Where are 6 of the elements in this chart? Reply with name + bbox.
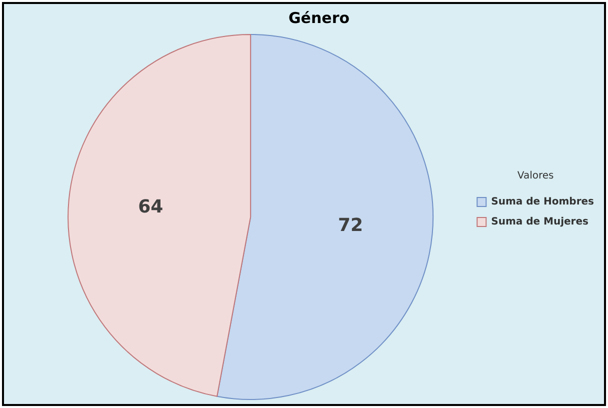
data-label: 64 (138, 196, 164, 218)
legend-label: Suma de Hombres (491, 196, 594, 208)
legend-label: Suma de Mujeres (491, 216, 589, 228)
data-label: 72 (338, 214, 364, 236)
legend-title: Valores (517, 170, 554, 182)
chart-title: Género (288, 8, 350, 27)
